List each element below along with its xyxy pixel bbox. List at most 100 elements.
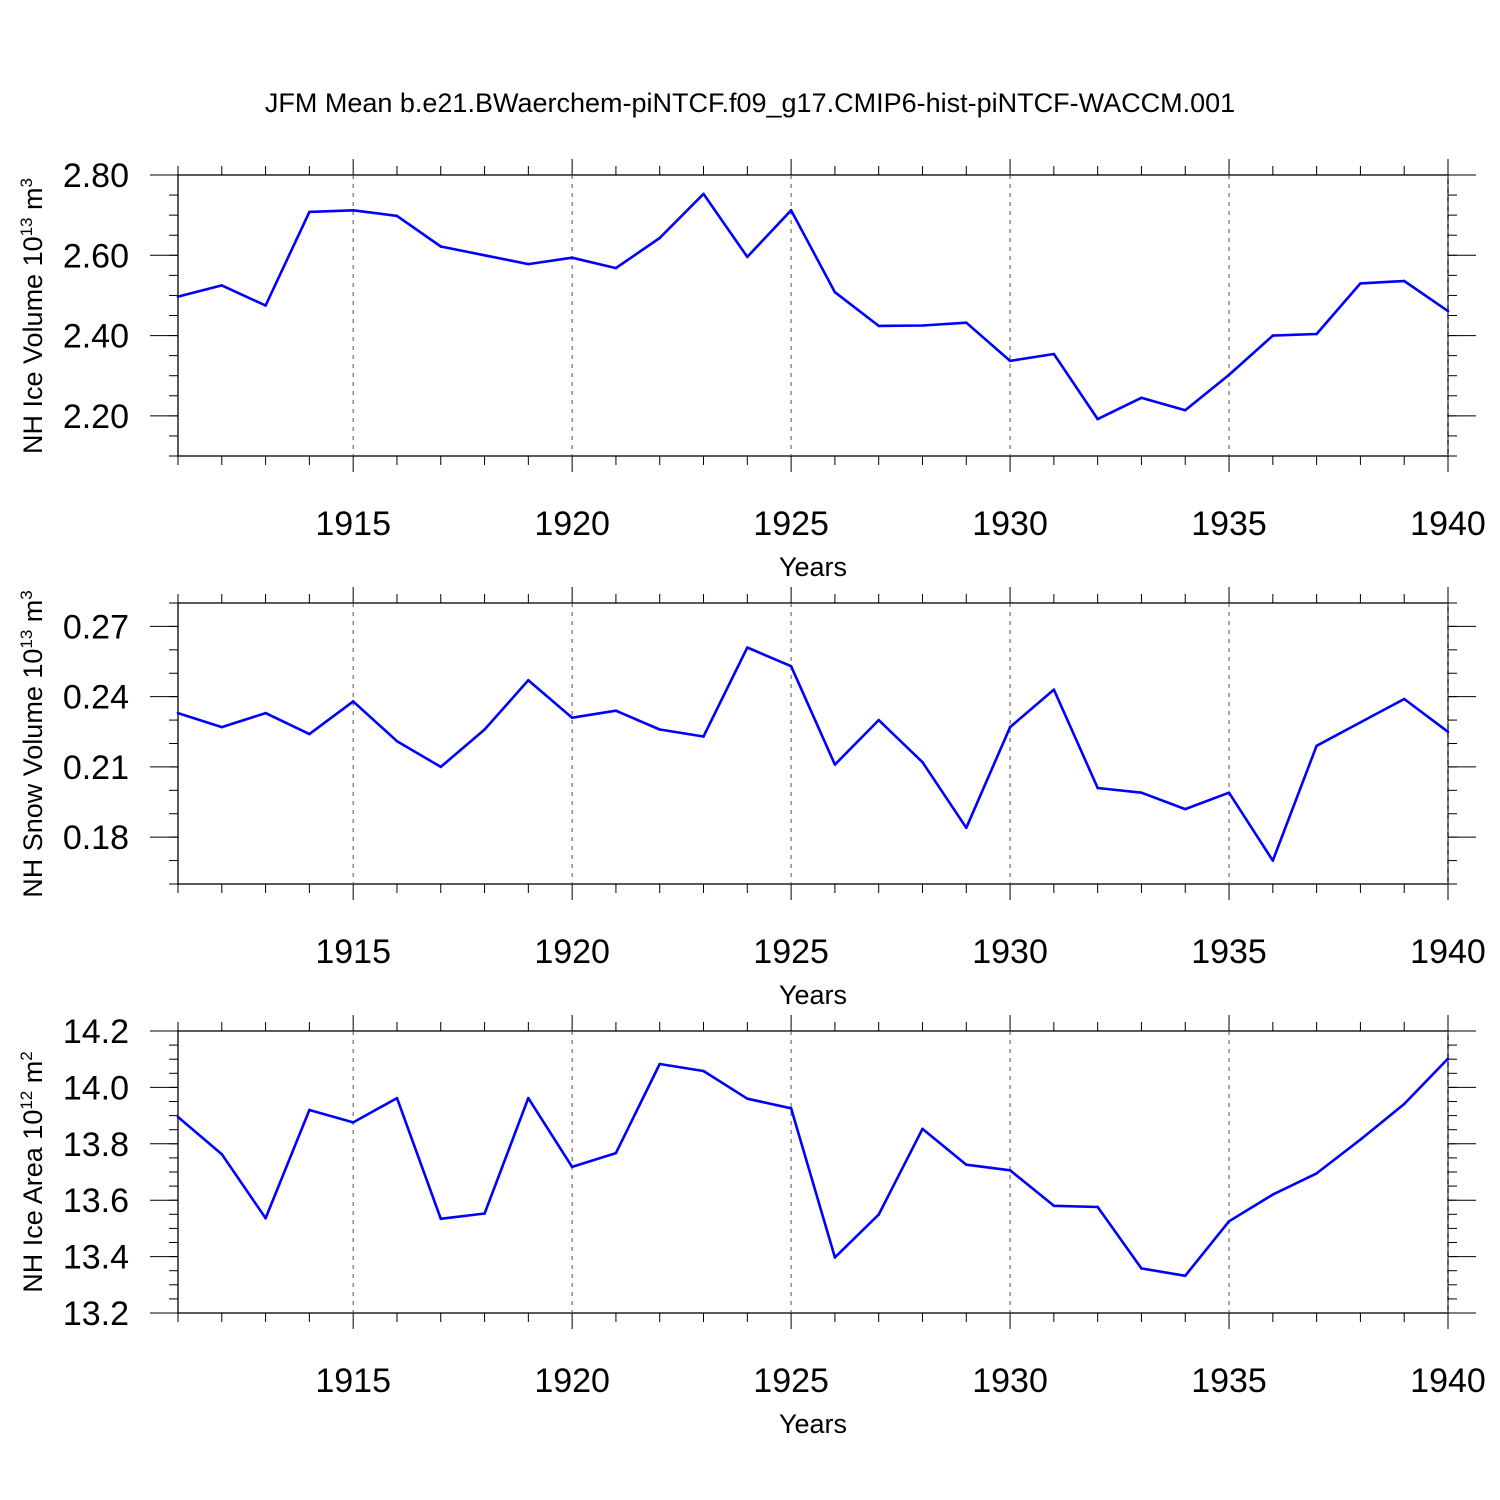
ice-volume-data-point — [351, 209, 355, 212]
ice-volume-data-point — [1140, 396, 1143, 400]
ice-area-data-point — [264, 1216, 267, 1220]
ice-area-data-point — [351, 1121, 355, 1124]
ice-area-data-point — [964, 1163, 968, 1166]
snow-volume-data-point — [308, 732, 311, 736]
snow-volume-data-point — [1227, 791, 1231, 794]
snow-volume-data-point — [1315, 744, 1318, 748]
ice-volume-ylabel: NH Ice Volume 1013 m3 — [17, 178, 48, 454]
snow-volume-data-point — [483, 728, 486, 731]
ice-volume-data-point — [1359, 282, 1362, 285]
ice-area-data-point — [483, 1212, 486, 1215]
snow-volume-data-point — [1402, 697, 1406, 701]
ice-volume-series-line — [177, 192, 1449, 421]
snow-volume-data-point — [527, 678, 530, 682]
ice-area-data-point — [1096, 1205, 1099, 1209]
ice-area-data-point — [1359, 1138, 1362, 1141]
ice-volume-xtick-label: 1920 — [534, 505, 610, 543]
snow-volume-xtick-label: 1935 — [1191, 933, 1267, 971]
snow-volume-data-point — [1140, 791, 1143, 794]
ice-area-ylabel: NH Ice Area 1012 m2 — [17, 1051, 48, 1293]
ice-volume-ytick-label: 2.40 — [63, 318, 129, 356]
snow-volume-data-point — [1271, 859, 1275, 862]
ice-area-data-point — [746, 1097, 749, 1100]
snow-volume-data-point — [439, 765, 443, 769]
ice-volume-xtick-label: 1930 — [972, 505, 1048, 543]
ice-volume-ytick-label: 2.60 — [63, 237, 129, 275]
panel-snow-volume: NH Snow Volume 1013 m3 Years 1915 1920 192… — [17, 587, 1486, 1010]
ice-area-xtick-label: 1915 — [315, 1362, 391, 1400]
snow-volume-data-point — [833, 763, 837, 766]
snow-volume-data-point — [702, 735, 705, 738]
ice-area-data-point — [921, 1127, 924, 1131]
panel-ice-volume: NH Ice Volume 1013 m3 Years 1915 1920 1925… — [17, 157, 1486, 582]
ice-volume-data-point — [264, 304, 267, 307]
ice-volume-data-point — [1271, 334, 1275, 337]
ice-area-ytick-label: 13.2 — [63, 1295, 129, 1333]
ice-area-data-point — [439, 1217, 443, 1221]
ice-volume-data-point — [614, 266, 618, 270]
snow-volume-xlabel: Years — [779, 980, 847, 1010]
snow-volume-data-point — [614, 709, 618, 713]
ice-volume-data-point — [1008, 359, 1012, 363]
ice-area-ytick-label: 13.6 — [63, 1182, 129, 1220]
snow-volume-data-point — [264, 711, 267, 715]
ice-volume-frame — [177, 174, 1449, 457]
snow-volume-data-point — [1096, 786, 1099, 790]
snow-volume-ytick-label: 0.27 — [63, 608, 129, 646]
ice-area-frame — [177, 1030, 1449, 1314]
ice-volume-data-point — [877, 324, 880, 328]
ice-area-data-point — [1446, 1057, 1450, 1060]
ice-volume-data-point — [483, 253, 486, 257]
panel-ice-area: NH Ice Area 1012 m2 Years 1915 1920 1925 19… — [17, 1013, 1486, 1439]
snow-volume-data-point — [658, 728, 662, 731]
snow-volume-data-point — [877, 718, 880, 722]
ice-area-data-point — [658, 1062, 662, 1066]
ice-area-data-point — [1052, 1204, 1056, 1208]
ice-area-data-point — [570, 1165, 574, 1169]
ice-volume-data-point — [308, 210, 311, 214]
ice-area-data-point — [395, 1096, 399, 1100]
ice-area-data-point — [1183, 1274, 1187, 1278]
ice-area-xtick-label: 1935 — [1191, 1362, 1267, 1400]
chart-title: JFM Mean b.e21.BWaerchem-piNTCF.f09_g17.… — [265, 88, 1235, 118]
ice-area-ytick-label: 14.2 — [63, 1013, 129, 1051]
ice-area-data-point — [1227, 1220, 1231, 1223]
ice-volume-data-point — [1402, 279, 1406, 283]
ice-area-data-point — [176, 1115, 180, 1119]
ice-volume-data-point — [176, 295, 180, 298]
ice-volume-ytick-label: 2.20 — [63, 398, 129, 436]
snow-volume-ytick-label: 0.21 — [63, 749, 129, 787]
snow-volume-data-point — [1359, 721, 1362, 724]
snow-volume-ytick-label: 0.18 — [63, 819, 129, 857]
snow-volume-xtick-label: 1925 — [753, 933, 829, 971]
snow-volume-data-point — [746, 646, 749, 649]
snow-volume-ytick-label: 0.24 — [63, 679, 129, 717]
ice-area-data-point — [1402, 1102, 1406, 1106]
ice-area-data-point — [220, 1152, 224, 1156]
ice-area-data-point — [1271, 1193, 1275, 1196]
ice-area-xtick-label: 1940 — [1410, 1362, 1486, 1400]
ice-volume-data-point — [1052, 352, 1056, 356]
snow-volume-data-point — [570, 716, 574, 720]
snow-volume-data-point — [1008, 725, 1012, 729]
ice-area-xtick-label: 1925 — [753, 1362, 829, 1400]
ice-volume-data-point — [658, 236, 662, 240]
ice-area-xtick-label: 1930 — [972, 1362, 1048, 1400]
ice-area-data-point — [789, 1106, 793, 1110]
snow-volume-ylabel: NH Snow Volume 1013 m3 — [17, 590, 48, 898]
ice-area-xtick-label: 1920 — [534, 1362, 610, 1400]
ice-area-data-point — [877, 1213, 880, 1216]
ice-volume-data-point — [220, 284, 224, 287]
ice-area-ytick-label: 13.4 — [63, 1239, 129, 1277]
snow-volume-data-point — [1052, 688, 1056, 691]
ice-volume-ytick-label: 2.80 — [63, 157, 129, 195]
ice-volume-data-point — [789, 209, 793, 212]
snow-volume-data-point — [964, 826, 968, 830]
ice-area-data-point — [1140, 1267, 1143, 1270]
snow-volume-data-point — [789, 664, 793, 668]
snow-volume-data-point — [921, 760, 924, 764]
ice-volume-xtick-label: 1940 — [1410, 505, 1486, 543]
ice-volume-data-point — [439, 245, 443, 248]
ice-area-data-point — [702, 1069, 705, 1073]
snow-volume-data-point — [1183, 807, 1187, 811]
